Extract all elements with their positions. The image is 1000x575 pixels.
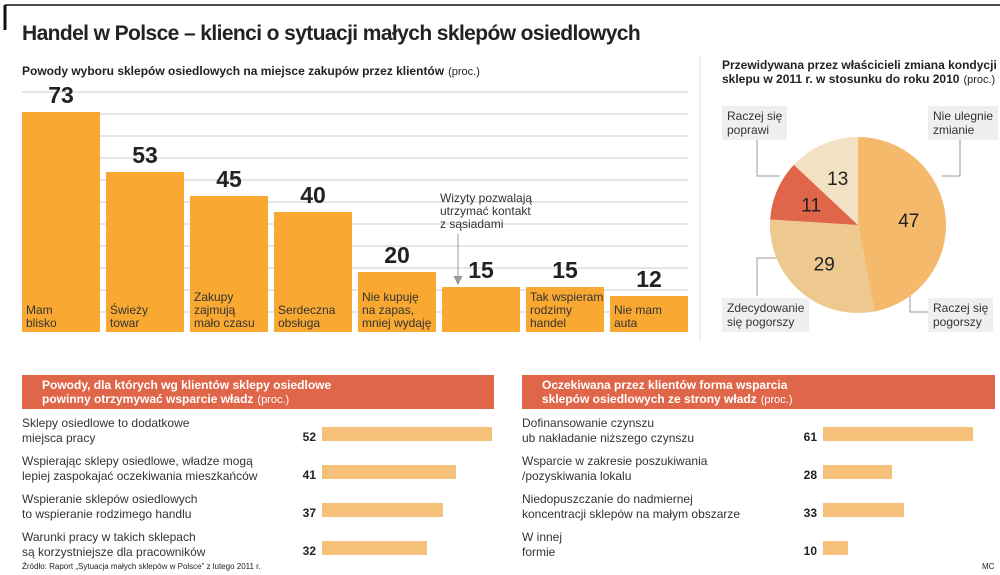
category-label: Zakupy zajmują mało czasu: [194, 290, 255, 330]
value-label: 41: [302, 468, 316, 482]
category-label: Sklepy osiedlowe to dodatkowe miejsca pr…: [22, 416, 190, 445]
chart-title: Powody wyboru sklepów osiedlowych na mie…: [22, 64, 480, 79]
bar: [823, 465, 892, 479]
category-label: Serdeczna obsługa: [278, 303, 336, 330]
bar: [322, 503, 443, 517]
title-text: Powody, dla których wg klientów sklepy o…: [42, 378, 332, 406]
chart-title: Przewidywana przez właścicieli zmiana ko…: [722, 58, 997, 87]
bar: [322, 465, 456, 479]
bar: [106, 172, 184, 332]
title-text: Przewidywana przez właścicieli zmiana ko…: [722, 58, 997, 86]
unit: (proc.): [760, 394, 793, 406]
category-label: Niedopuszczanie do nadmiernej koncentrac…: [522, 492, 741, 521]
value-label: 73: [48, 82, 74, 109]
page-title: Handel w Polsce – klienci o sytuacji mał…: [22, 22, 641, 45]
category-label: Mam blisko: [26, 303, 57, 330]
pie-slice: [770, 219, 875, 314]
bar: [823, 503, 905, 517]
value-label: 15: [468, 256, 494, 283]
value-label: 52: [302, 430, 316, 444]
category-label: Warunki pracy w takich sklepach są korzy…: [22, 530, 206, 559]
value-label: 61: [803, 430, 817, 444]
value-label: 32: [302, 544, 316, 558]
slice-label: Zdecydowanie się pogorszy: [722, 298, 810, 332]
value-label: 20: [384, 241, 410, 268]
slice-value: 47: [898, 211, 919, 232]
bar: [190, 196, 268, 332]
unit: (proc.): [448, 66, 480, 78]
value-label: 40: [300, 181, 326, 208]
bar: [322, 427, 492, 441]
value-label: 12: [636, 265, 662, 292]
slice-label: Nie ulegnie zmianie: [928, 106, 999, 140]
chart-title: Powody, dla których wg klientów sklepy o…: [22, 375, 494, 409]
value-label: 37: [302, 506, 316, 520]
chart-title: Oczekiwana przez klientów forma wsparcia…: [522, 375, 995, 409]
bar: [322, 541, 427, 555]
unit: (proc.): [257, 394, 290, 406]
category-label: Dofinansowanie czynszu ub nakładanie niż…: [522, 416, 695, 445]
unit: (proc.): [963, 74, 996, 86]
category-label: Nie mam auta: [614, 303, 663, 330]
category-label: Nie kupuję na zapas, mniej wydaję: [362, 290, 432, 330]
category-label: Tak wspieram rodzimy handel: [530, 290, 604, 330]
value-label: 53: [132, 142, 158, 169]
value-label: 28: [803, 468, 817, 482]
category-label: Świeży towar: [110, 303, 149, 330]
category-label: Wsparcie w zakresie poszukiwania /pozysk…: [522, 454, 708, 483]
value-label: 33: [803, 506, 817, 520]
category-label: Wspieranie sklepów osiedlowych to wspier…: [22, 492, 198, 521]
category-label: W innej formie: [522, 530, 563, 559]
title-text: Oczekiwana przez klientów forma wsparcia…: [542, 378, 788, 406]
bar: [610, 295, 688, 332]
title-text: Powody wyboru sklepów osiedlowych na mie…: [22, 64, 445, 78]
bar: [22, 112, 100, 332]
slice-value: 13: [827, 169, 848, 190]
bar: [823, 427, 973, 441]
bar: [442, 286, 520, 332]
pie-slice: [770, 164, 858, 225]
slice-label: Raczej się pogorszy: [928, 298, 994, 332]
annotation: Wizyty pozwalają utrzymać kontakt z sąsi…: [440, 191, 533, 231]
pie-slice: [793, 137, 858, 225]
slice-value: 29: [814, 254, 835, 275]
value-label: 45: [216, 166, 242, 193]
credit: MC: [982, 562, 995, 571]
category-label: Wspierając sklepy osiedlowe, władze mogą…: [22, 454, 258, 483]
source: Źródło: Raport „Sytuacja małych sklepów …: [22, 562, 261, 571]
bar: [274, 211, 352, 332]
bar: [358, 271, 436, 332]
slice-value: 11: [801, 196, 821, 217]
value-label: 15: [552, 256, 578, 283]
bar: [526, 286, 604, 332]
value-label: 10: [803, 544, 817, 558]
pie-slice: [858, 137, 947, 312]
bar: [823, 541, 848, 555]
slice-label: Raczej się poprawi: [722, 106, 788, 140]
